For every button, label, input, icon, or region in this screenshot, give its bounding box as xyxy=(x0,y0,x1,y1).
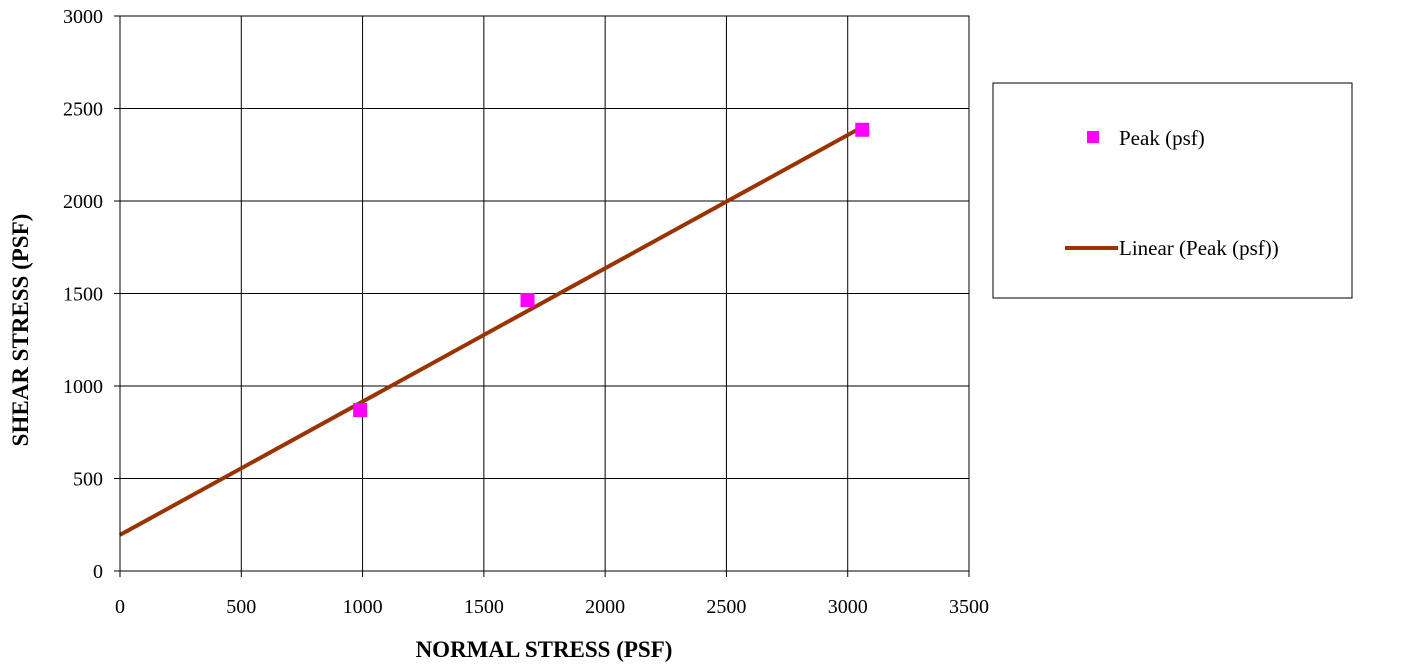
data-point-peak xyxy=(521,293,535,307)
x-tick-label: 3000 xyxy=(828,596,868,618)
x-tick-label: 1000 xyxy=(343,596,383,618)
y-tick-label: 1000 xyxy=(63,376,103,398)
legend: Peak (psf) Linear (Peak (psf)) xyxy=(993,83,1352,298)
data-point-peak xyxy=(855,123,869,137)
x-tick-label: 3500 xyxy=(949,596,989,618)
x-tick-label: 2000 xyxy=(585,596,625,618)
legend-label-peak: Peak (psf) xyxy=(1119,126,1205,150)
y-tick-label: 3000 xyxy=(63,6,103,28)
data-point-peak xyxy=(353,403,367,417)
x-axis-title: NORMAL STRESS (PSF) xyxy=(416,637,673,662)
legend-label-linear: Linear (Peak (psf)) xyxy=(1119,236,1279,260)
y-tick-label: 1500 xyxy=(63,284,103,306)
x-tick-label: 500 xyxy=(226,596,256,618)
y-tick-label: 0 xyxy=(93,561,103,583)
x-tick-label: 2500 xyxy=(706,596,746,618)
y-tick-label: 2000 xyxy=(63,191,103,213)
x-tick-label: 0 xyxy=(115,596,125,618)
y-tick-label: 500 xyxy=(73,469,103,491)
y-axis-title: SHEAR STRESS (PSF) xyxy=(8,214,33,447)
x-tick-label: 1500 xyxy=(464,596,504,618)
legend-marker-peak xyxy=(1087,131,1099,143)
y-tick-label: 2500 xyxy=(63,99,103,121)
legend-box xyxy=(993,83,1352,298)
